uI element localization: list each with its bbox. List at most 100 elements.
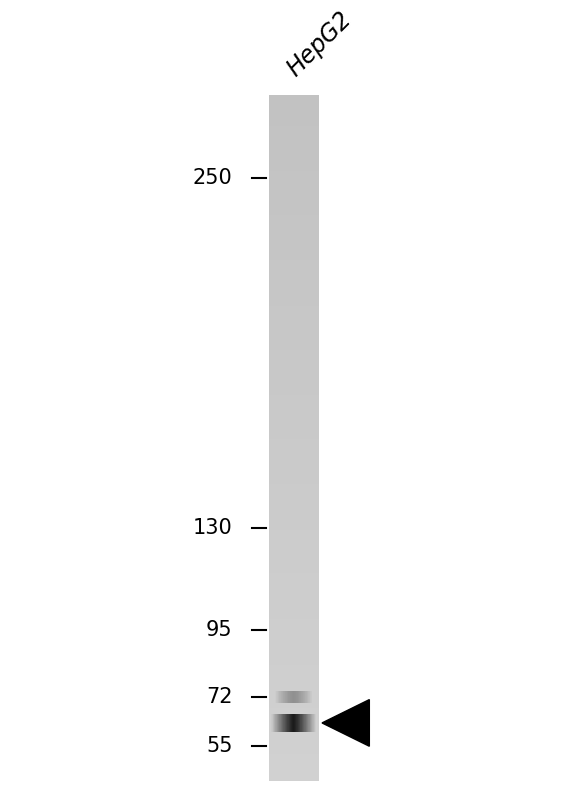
Bar: [268, 606, 319, 610]
Bar: [277, 691, 278, 702]
Bar: [268, 730, 319, 734]
Bar: [268, 275, 319, 278]
Bar: [268, 534, 319, 537]
Bar: [268, 648, 319, 651]
Bar: [268, 221, 319, 224]
Bar: [304, 691, 305, 702]
Bar: [275, 691, 276, 702]
Bar: [268, 456, 319, 459]
Bar: [268, 323, 319, 326]
Bar: [268, 718, 319, 722]
Bar: [284, 691, 285, 702]
Bar: [268, 301, 319, 304]
Bar: [268, 445, 319, 448]
Bar: [268, 342, 319, 345]
Bar: [268, 547, 319, 550]
Bar: [268, 577, 319, 580]
Bar: [277, 691, 279, 702]
Bar: [268, 408, 319, 411]
Bar: [268, 159, 319, 162]
Bar: [268, 178, 319, 181]
Bar: [268, 686, 319, 690]
Bar: [287, 714, 288, 732]
Bar: [283, 691, 285, 702]
Bar: [309, 691, 310, 702]
Bar: [295, 691, 296, 702]
Bar: [268, 474, 319, 478]
Bar: [310, 714, 311, 732]
Bar: [289, 691, 290, 702]
Bar: [282, 691, 284, 702]
Bar: [282, 714, 283, 732]
Bar: [314, 714, 315, 732]
Bar: [305, 691, 306, 702]
Bar: [268, 586, 319, 590]
Bar: [268, 189, 319, 192]
Bar: [268, 605, 319, 608]
Bar: [290, 714, 292, 732]
Bar: [268, 362, 319, 366]
Bar: [285, 714, 286, 732]
Bar: [286, 714, 288, 732]
Bar: [268, 239, 319, 242]
Bar: [287, 691, 288, 702]
Bar: [268, 707, 319, 710]
Bar: [311, 691, 312, 702]
Bar: [268, 470, 319, 473]
Bar: [268, 346, 319, 350]
Bar: [268, 746, 319, 750]
Bar: [268, 136, 319, 139]
Bar: [298, 691, 299, 702]
Bar: [268, 246, 319, 249]
Bar: [268, 632, 319, 635]
Bar: [268, 367, 319, 370]
Bar: [268, 563, 319, 566]
Bar: [268, 630, 319, 633]
Bar: [268, 666, 319, 670]
Bar: [268, 200, 319, 203]
Bar: [285, 691, 286, 702]
Bar: [283, 714, 284, 732]
Bar: [268, 481, 319, 484]
Bar: [268, 447, 319, 450]
Bar: [268, 536, 319, 539]
Bar: [268, 422, 319, 425]
Bar: [268, 184, 319, 187]
Bar: [268, 150, 319, 153]
Bar: [299, 691, 300, 702]
Bar: [268, 230, 319, 233]
Bar: [297, 714, 298, 732]
Bar: [268, 680, 319, 683]
Bar: [292, 714, 293, 732]
Bar: [268, 529, 319, 532]
Bar: [268, 737, 319, 740]
Bar: [268, 250, 319, 254]
Bar: [292, 691, 293, 702]
Bar: [289, 691, 290, 702]
Bar: [303, 714, 305, 732]
Bar: [310, 691, 312, 702]
Bar: [302, 714, 303, 732]
Bar: [268, 118, 319, 121]
Bar: [286, 691, 288, 702]
Bar: [281, 691, 282, 702]
Bar: [268, 326, 319, 329]
Bar: [290, 691, 291, 702]
Bar: [276, 691, 277, 702]
Bar: [268, 410, 319, 414]
Bar: [302, 691, 303, 702]
Bar: [268, 296, 319, 299]
Bar: [268, 344, 319, 347]
Bar: [301, 691, 302, 702]
Bar: [268, 618, 319, 622]
Text: 95: 95: [206, 620, 232, 640]
Bar: [274, 714, 275, 732]
Bar: [268, 515, 319, 518]
Bar: [268, 426, 319, 430]
Bar: [268, 685, 319, 687]
Bar: [268, 449, 319, 452]
Bar: [268, 387, 319, 390]
Bar: [268, 226, 319, 229]
Bar: [268, 682, 319, 686]
Bar: [301, 714, 302, 732]
